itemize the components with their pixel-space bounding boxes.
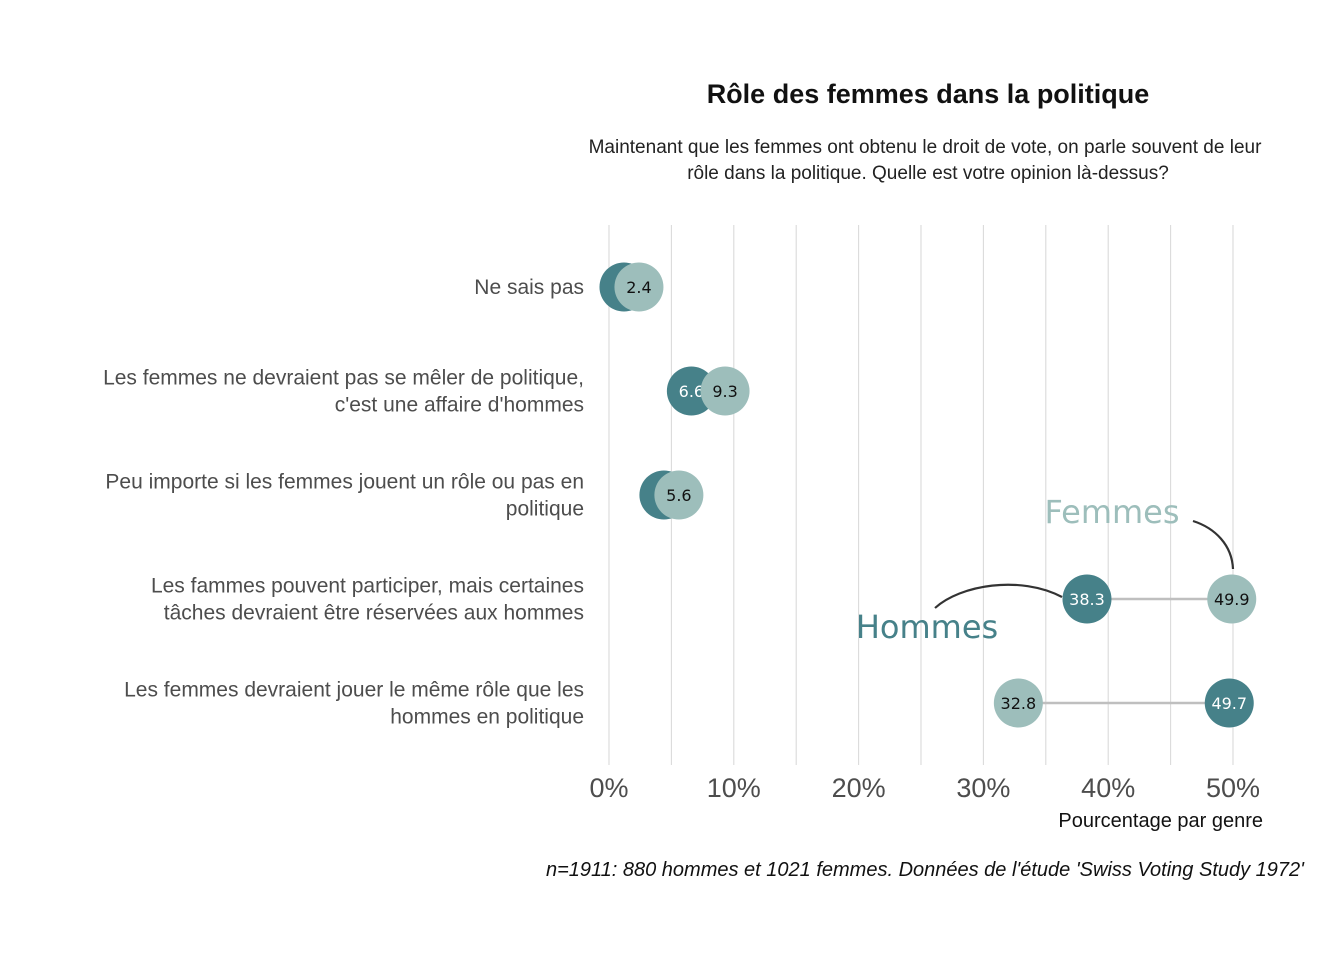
grid-lines	[608, 225, 1234, 765]
category-label: c'est une affaire d'hommes	[335, 394, 584, 417]
hommes-value-label: 38.3	[1069, 590, 1105, 609]
femmes-point	[614, 262, 664, 312]
femmes-point	[993, 678, 1043, 728]
femmes-value-label: 2.4	[626, 278, 651, 297]
femmes-value-label: 9.3	[712, 382, 737, 401]
x-tick-label: 10%	[707, 773, 761, 803]
chart-title: Rôle des femmes dans la politique	[707, 79, 1150, 109]
hommes-value-label: 6.6	[679, 382, 704, 401]
category-label: Les femmes devraient jouer le même rôle …	[124, 679, 584, 702]
x-tick-label: 20%	[832, 773, 886, 803]
femmes-point	[700, 366, 750, 416]
femmes-value-label: 49.9	[1214, 590, 1250, 609]
femmes-value-label: 5.6	[666, 486, 691, 505]
category-labels: Ne sais pas Les femmes ne devraient pas s…	[103, 276, 584, 729]
x-tick-label: 40%	[1081, 773, 1135, 803]
femmes-value-label: 32.8	[1001, 694, 1037, 713]
femmes-point	[654, 470, 704, 520]
category-label: hommes en politique	[390, 706, 584, 729]
hommes-value-label: 49.7	[1211, 694, 1247, 713]
x-tick-labels: 0% 10% 20% 30% 40% 50%	[589, 773, 1260, 803]
data-points: 1.6.64.38.349.72.49.35.649.932.8	[599, 262, 1257, 728]
x-tick-label: 30%	[956, 773, 1010, 803]
hommes-annotation-arrow	[934, 583, 1063, 609]
category-label: politique	[506, 498, 584, 521]
chart-subtitle-line-1: Maintenant que les femmes ont obtenu le …	[589, 137, 1262, 158]
hommes-annotation-label: Hommes	[856, 608, 998, 646]
chart-subtitle-line-2: rôle dans la politique. Quelle est votre…	[687, 163, 1169, 184]
category-label: Peu importe si les femmes jouent un rôle…	[105, 471, 584, 494]
category-label: Ne sais pas	[474, 276, 584, 299]
series-annotations: Hommes Femmes	[856, 493, 1235, 646]
femmes-point	[1207, 574, 1257, 624]
femmes-annotation-label: Femmes	[1044, 493, 1179, 531]
x-tick-label: 50%	[1206, 773, 1260, 803]
x-axis-label: Pourcentage par genre	[1058, 810, 1263, 832]
hommes-point	[666, 366, 716, 416]
hommes-point	[1062, 574, 1112, 624]
caption: n=1911: 880 hommes et 1021 femmes. Donné…	[546, 859, 1305, 881]
category-label: Les fammes pouvent participer, mais cert…	[151, 575, 584, 598]
femmes-annotation-arrow	[1192, 519, 1235, 570]
category-label: Les femmes ne devraient pas se mêler de …	[103, 367, 584, 390]
x-tick-label: 0%	[589, 773, 628, 803]
hommes-point	[1204, 678, 1254, 728]
category-label: tâches devraient être réservées aux homm…	[164, 602, 584, 625]
